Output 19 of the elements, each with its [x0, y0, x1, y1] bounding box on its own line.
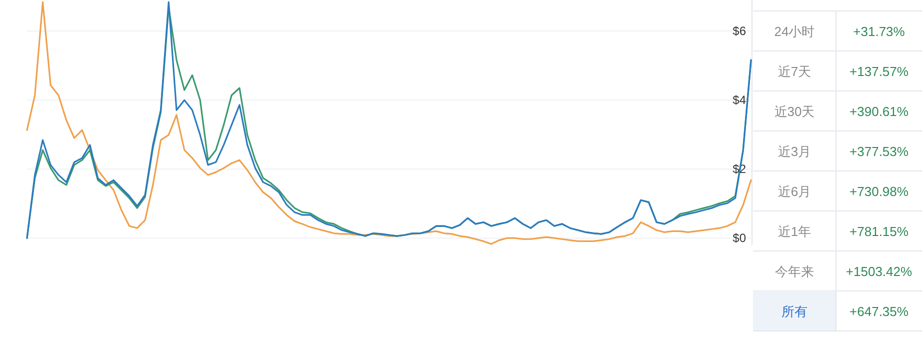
category-label: 24小时 [774, 24, 815, 39]
text: +781.15% [850, 224, 909, 239]
y-tick-label: $0 [732, 231, 746, 246]
category-label: 今年来 [775, 264, 814, 279]
y-tick-label: $6 [732, 24, 746, 38]
category-label: 近1年 [778, 224, 812, 239]
category-label: 近7天 [778, 64, 812, 79]
category-label: 近30天 [774, 104, 815, 119]
y-tick-label: $4 [732, 93, 746, 108]
category-label: 近6月 [778, 184, 812, 199]
category-label: 所有 [782, 304, 808, 319]
text: +730.98% [850, 184, 909, 199]
text: +377.53% [850, 144, 909, 159]
text: +1503.42% [846, 264, 913, 279]
category-label: 近3月 [778, 144, 812, 159]
text: +390.61% [850, 104, 909, 119]
text: +31.73% [853, 24, 906, 39]
text: +647.35% [850, 304, 909, 319]
text: +137.57% [850, 64, 909, 79]
